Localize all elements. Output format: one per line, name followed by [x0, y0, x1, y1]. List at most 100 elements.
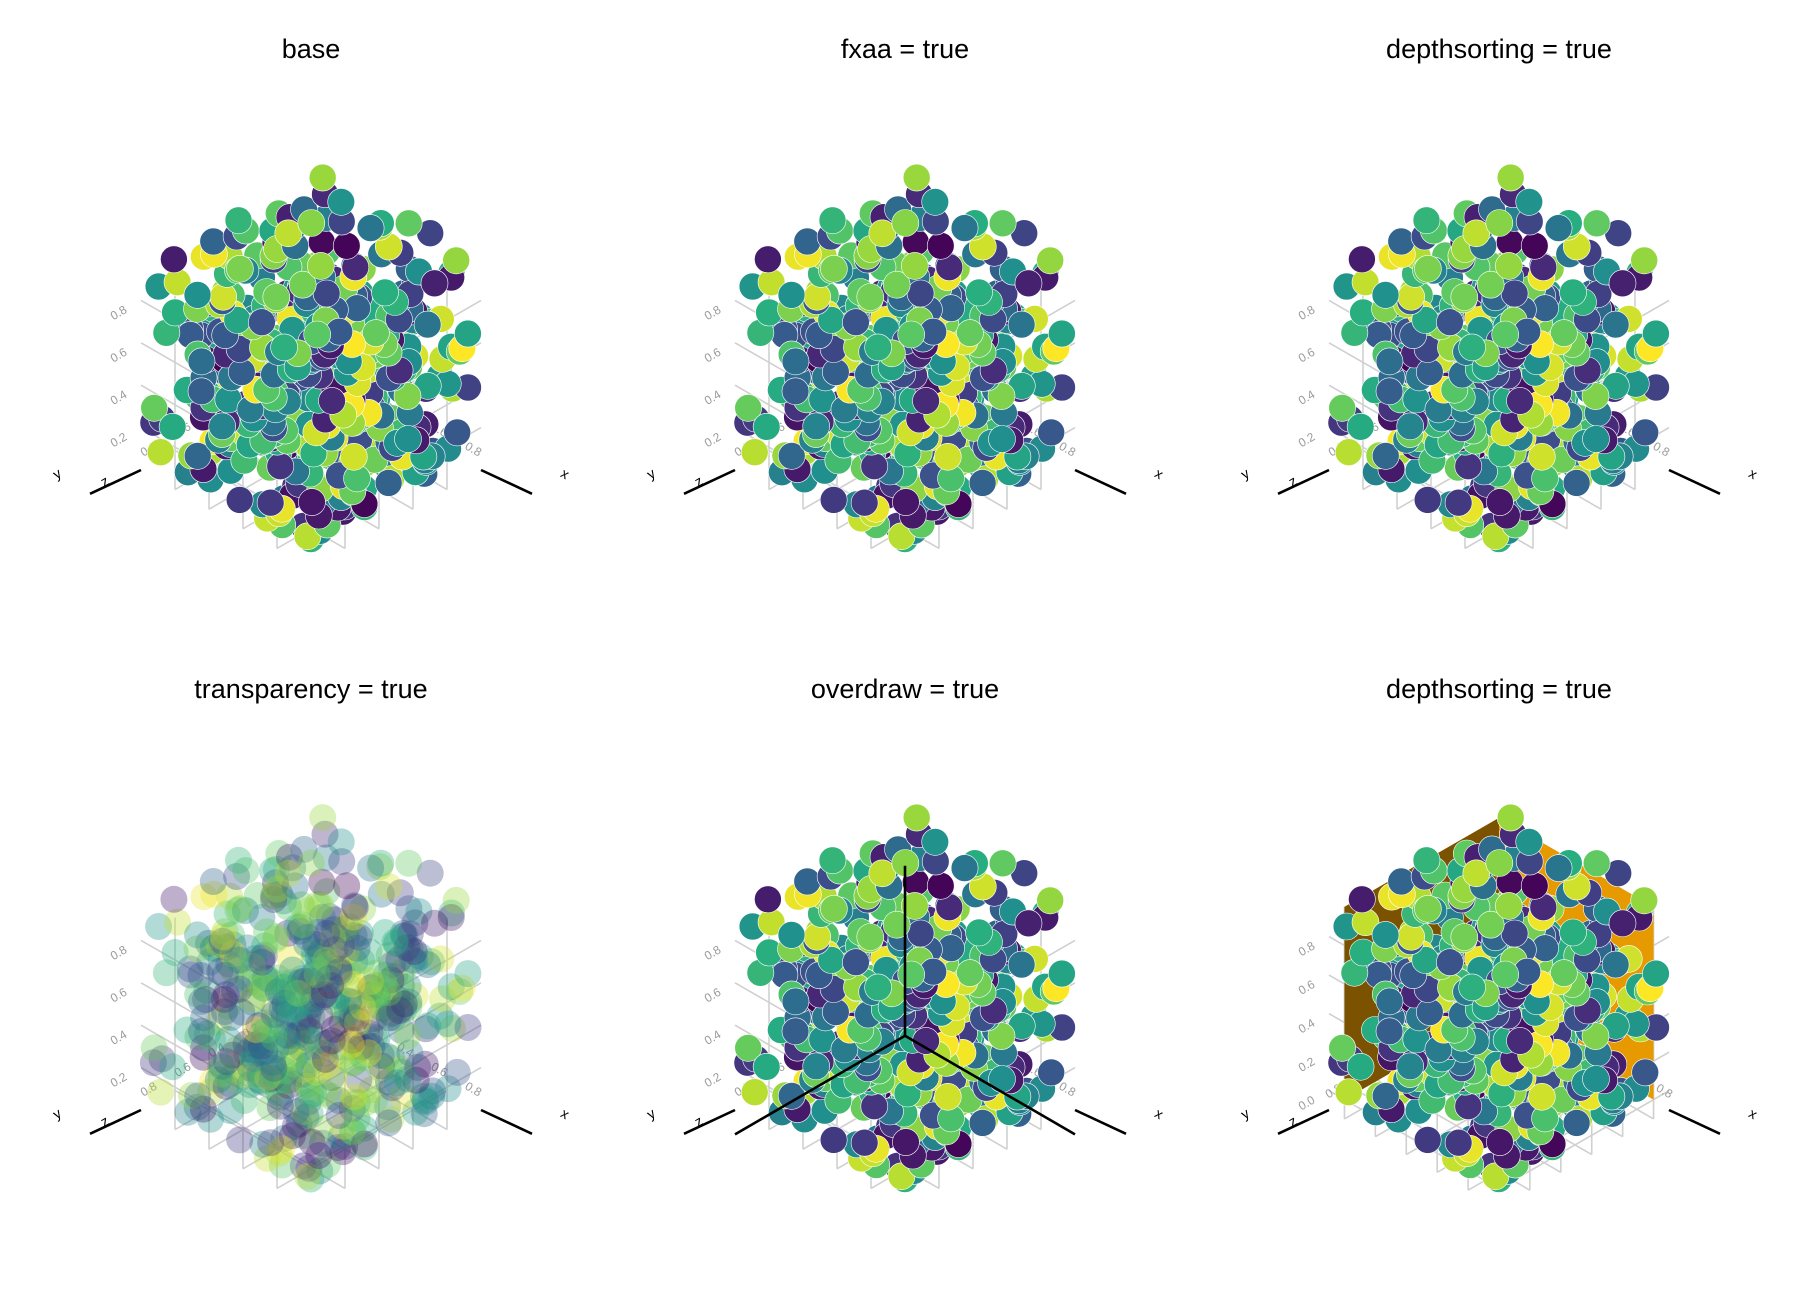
- scatter-point: [781, 377, 810, 406]
- scatter-point: [274, 1022, 302, 1050]
- scatter-point: [818, 206, 847, 235]
- scatter-point: [1562, 469, 1591, 497]
- scatter-point: [426, 1002, 454, 1030]
- scatter-point: [308, 983, 336, 1011]
- scatter-point: [330, 915, 358, 943]
- scatter-point: [190, 883, 218, 911]
- scatter-point: [297, 991, 325, 1019]
- scatter-point: [272, 1021, 300, 1048]
- scatter-point: [318, 387, 346, 415]
- scatter-point: [950, 854, 979, 882]
- scatter-point: [297, 1165, 325, 1193]
- scatter-point: [378, 1074, 406, 1102]
- scatter-point: [375, 942, 403, 970]
- scatter-point: [322, 989, 350, 1017]
- scatter-point: [339, 903, 367, 931]
- scatter-point: [319, 924, 347, 952]
- scatter-point: [293, 930, 320, 958]
- scatter-point: [1559, 278, 1587, 307]
- scatter-point: [386, 997, 414, 1024]
- grid-line: [276, 1030, 448, 1131]
- scatter-point: [239, 952, 267, 980]
- scatter-point: [318, 1064, 345, 1092]
- scatter-point: [261, 1057, 289, 1085]
- scatter-point: [842, 948, 870, 977]
- scatter-point: [297, 1081, 325, 1109]
- panel-title: depthsorting = true: [1386, 674, 1612, 704]
- scatter-point: [317, 971, 345, 999]
- scatter-point: [1631, 418, 1660, 447]
- scatter-point: [411, 1086, 439, 1114]
- scatter-point: [233, 934, 261, 962]
- scatter-point: [240, 945, 268, 973]
- scatter-point: [233, 1039, 261, 1067]
- scatter-point: [293, 1008, 321, 1036]
- scatter-point: [294, 1162, 321, 1190]
- scatter-point: [1371, 281, 1400, 309]
- scatter-point: [251, 932, 279, 960]
- scatter-point: [224, 896, 252, 924]
- scatter-point: [350, 1133, 378, 1161]
- scatter-point: [393, 934, 421, 962]
- grid-line: [242, 1050, 414, 1150]
- scatter-point: [212, 933, 240, 961]
- scatter-point: [371, 919, 399, 946]
- scatter-point: [184, 921, 211, 949]
- scatter-point: [950, 214, 979, 242]
- scatter-point: [740, 1078, 769, 1107]
- scatter-point: [819, 486, 848, 514]
- scatter-point: [1506, 1027, 1534, 1055]
- scatter-point: [232, 857, 260, 885]
- scatter-point: [1544, 854, 1573, 882]
- scatter-point: [379, 1004, 407, 1032]
- scatter-point: [933, 442, 962, 471]
- scatter-point: [1346, 412, 1375, 441]
- scatter-point: [328, 959, 356, 987]
- scatter-point: [315, 950, 342, 978]
- scatter-point: [362, 959, 390, 987]
- scatter-point: [277, 975, 305, 1003]
- scatter-point: [214, 992, 242, 1020]
- scatter-point: [1582, 209, 1611, 238]
- scatter-point: [346, 919, 374, 947]
- scatter-point: [330, 1112, 358, 1140]
- scatter-point: [1496, 163, 1525, 192]
- scatter-point: [337, 950, 365, 978]
- scatter-point: [1520, 872, 1549, 900]
- scatter-point: [454, 960, 482, 988]
- scatter-point: [263, 875, 291, 903]
- scatter-point: [247, 1068, 275, 1096]
- scatter-point: [200, 880, 228, 908]
- scatter-point: [320, 916, 348, 944]
- scatter-point: [1562, 1109, 1591, 1137]
- scatter-point: [205, 1008, 233, 1036]
- scatter-point: [446, 978, 474, 1005]
- panel-depthsorting: depthsorting = true 0.20.20.20.40.40.40.…: [1238, 34, 1760, 553]
- overdraw-axes: [734, 865, 1076, 1136]
- scatter-point: [394, 1022, 421, 1050]
- scatter-point: [318, 1027, 346, 1055]
- scatter-point: [363, 1025, 391, 1053]
- scatter-point: [184, 1082, 212, 1110]
- scatter-point: [289, 911, 317, 939]
- scatter-point: [289, 1152, 317, 1180]
- scatter-point: [356, 1019, 384, 1047]
- grid-line: [174, 1030, 346, 1131]
- scatter-point: [278, 1043, 305, 1071]
- scatter-point: [209, 923, 237, 951]
- scatter-point: [219, 1041, 247, 1069]
- scatter-point: [246, 1066, 274, 1094]
- scatter-point: [414, 951, 442, 979]
- scatter-point: [401, 909, 429, 937]
- scatter-point: [420, 269, 449, 298]
- scatter-point: [781, 987, 810, 1016]
- scatter-point: [781, 347, 810, 376]
- scatter-point: [244, 1032, 272, 1060]
- grid-line: [310, 982, 482, 1082]
- scatter-point: [281, 872, 309, 900]
- scatter-point: [276, 843, 303, 871]
- scatter-point: [386, 1055, 414, 1083]
- scatter-point: [388, 1083, 416, 1111]
- scatter-point: [193, 976, 221, 1004]
- grid-line: [208, 1050, 380, 1150]
